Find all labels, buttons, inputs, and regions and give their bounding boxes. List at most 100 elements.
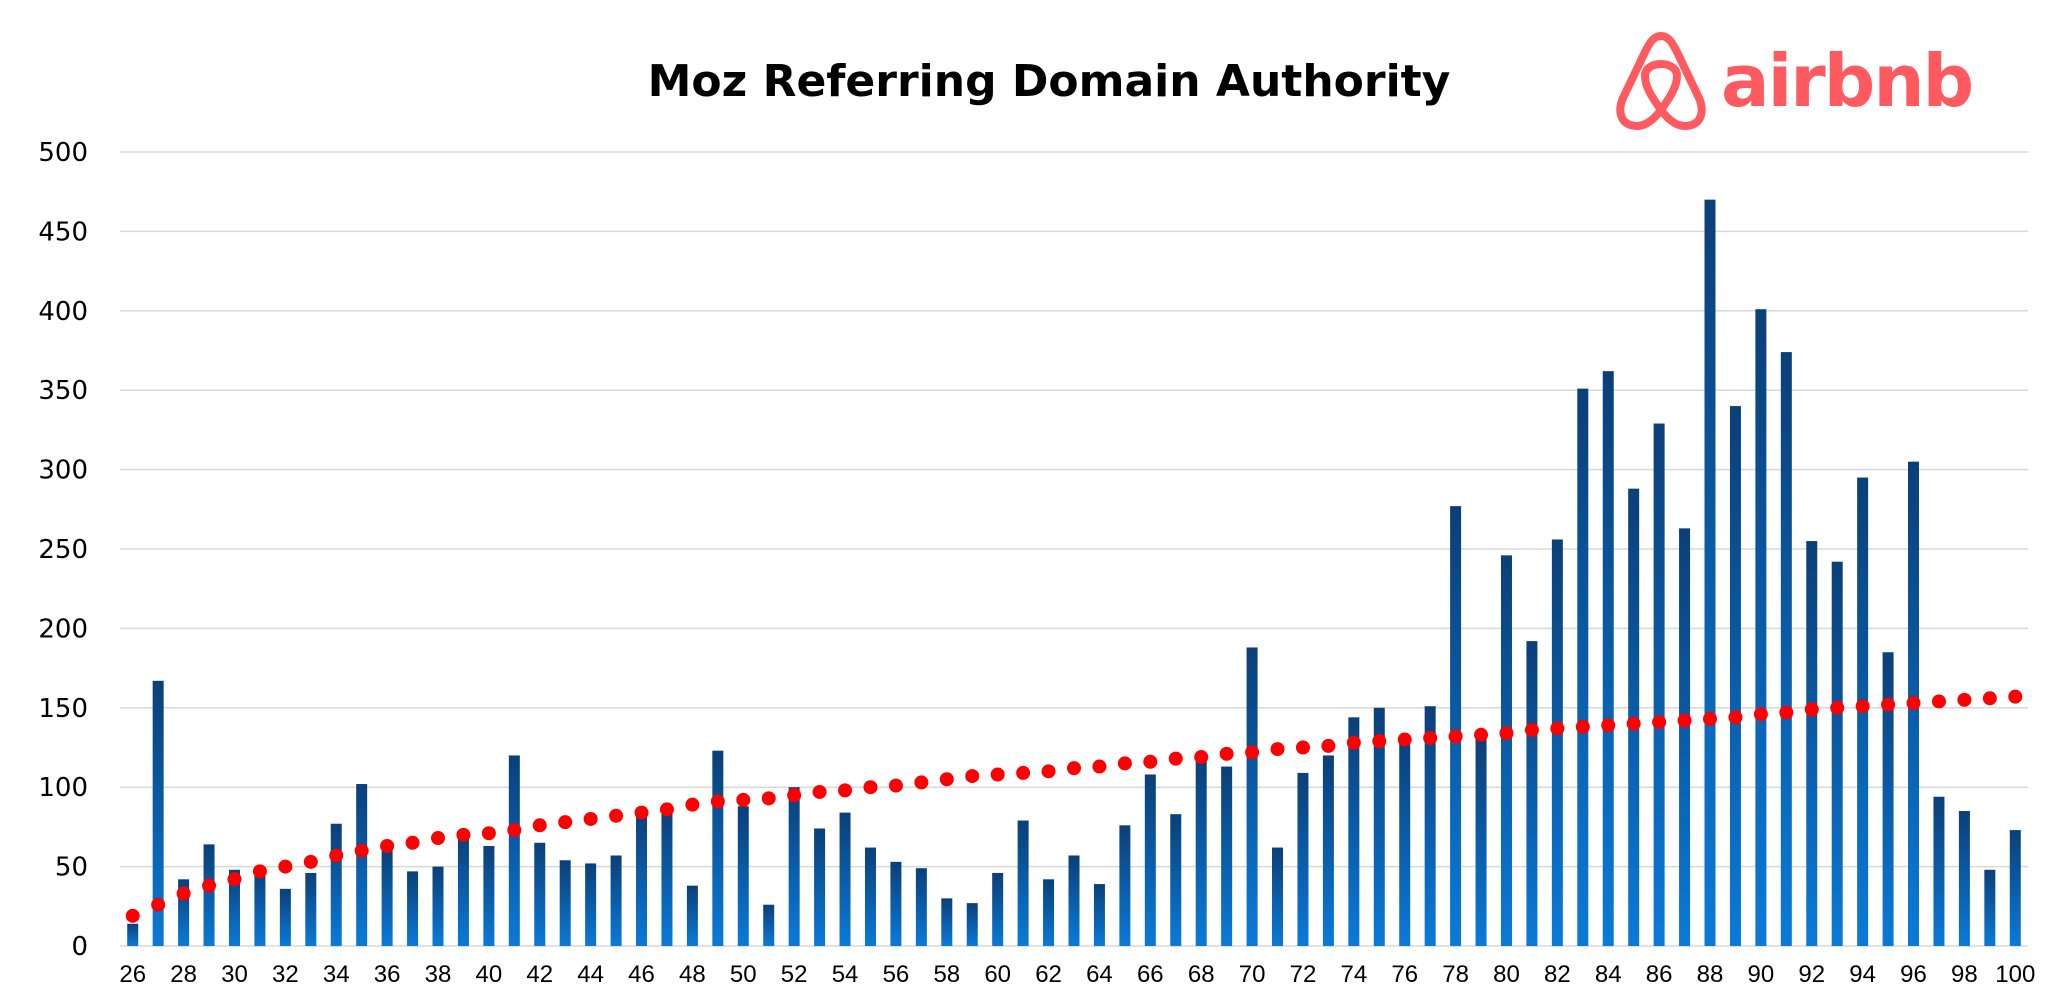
x-tick-label: 84 — [1595, 961, 1622, 988]
bar — [712, 750, 724, 946]
bar — [1933, 796, 1945, 946]
bar — [457, 831, 469, 946]
trend-dot — [176, 886, 191, 901]
bar — [686, 885, 698, 946]
bar — [1093, 884, 1105, 946]
y-tick-label: 150 — [38, 694, 88, 724]
bar — [483, 845, 495, 946]
y-tick-label: 200 — [38, 614, 88, 644]
bar — [636, 811, 648, 946]
trend-dot — [1982, 691, 1997, 706]
x-tick-label: 76 — [1391, 961, 1418, 988]
trend-dot — [1677, 713, 1692, 728]
trend-dot — [710, 794, 725, 809]
bar — [1755, 309, 1767, 946]
trend-dot — [1016, 765, 1031, 780]
bar — [1526, 641, 1538, 946]
trend-dot — [1906, 696, 1921, 711]
bar — [2009, 830, 2021, 946]
bar — [763, 904, 775, 946]
x-tick-label: 32 — [272, 961, 299, 988]
bar — [254, 868, 266, 946]
trend-dot — [1270, 742, 1285, 757]
bar — [585, 863, 597, 946]
trend-dot — [1957, 692, 1972, 707]
x-tick-label: 98 — [1951, 961, 1978, 988]
bar — [330, 823, 342, 946]
bar — [1780, 352, 1792, 946]
bar — [1500, 555, 1512, 946]
bar — [279, 888, 291, 946]
bar — [890, 861, 902, 946]
trend-dot — [583, 811, 598, 826]
bar — [1475, 737, 1487, 946]
trend-dot — [761, 791, 776, 806]
bar — [1272, 847, 1284, 946]
trend-dot — [1219, 746, 1234, 761]
trend-dot — [151, 897, 166, 912]
x-tick-label: 46 — [628, 961, 655, 988]
x-tick-label: 60 — [984, 961, 1011, 988]
bar — [559, 860, 571, 946]
bar — [203, 844, 215, 946]
x-tick-label: 28 — [170, 961, 197, 988]
y-tick-label: 350 — [38, 376, 88, 406]
trend-dot — [227, 872, 242, 887]
trend-dot — [685, 797, 700, 812]
trend-dot — [431, 831, 445, 846]
bar — [788, 787, 800, 946]
trend-dot — [125, 908, 140, 923]
trend-dot — [812, 784, 827, 799]
bar — [1297, 772, 1309, 946]
bar — [1322, 755, 1334, 946]
x-tick-label: 66 — [1137, 961, 1164, 988]
trend-dot — [1474, 727, 1489, 742]
trend-dot — [838, 783, 853, 798]
trend-dot — [1423, 730, 1438, 745]
bar — [1195, 757, 1207, 946]
x-tick-label: 70 — [1239, 961, 1266, 988]
x-tick-label: 82 — [1544, 961, 1571, 988]
trend-dot — [278, 859, 293, 874]
y-tick-label: 500 — [38, 138, 88, 168]
trend-dot — [252, 864, 267, 879]
bar — [661, 807, 673, 946]
trend-dot — [2008, 689, 2023, 704]
trend-dot — [863, 780, 878, 795]
bar — [127, 923, 139, 946]
x-tick-label: 36 — [374, 961, 401, 988]
trend-dot — [202, 878, 217, 893]
bar — [1602, 371, 1614, 946]
bar — [407, 871, 419, 946]
x-tick-label: 90 — [1748, 961, 1775, 988]
bar — [814, 828, 826, 946]
trend-dot — [1245, 745, 1260, 760]
trend-dot — [1703, 711, 1717, 726]
trend-dot — [532, 818, 547, 833]
bar — [1068, 855, 1080, 946]
trend-dot — [1499, 726, 1514, 741]
trend-dot — [1601, 718, 1616, 733]
bar — [915, 868, 927, 946]
x-tick-label: 64 — [1086, 961, 1113, 988]
bar — [1246, 647, 1258, 946]
bar — [432, 866, 444, 946]
x-tick-label: 30 — [221, 961, 248, 988]
y-tick-label: 300 — [38, 456, 88, 486]
bar — [508, 755, 520, 946]
trend-dot — [1779, 705, 1794, 720]
trend-dot — [1041, 764, 1056, 779]
trend-dot — [1143, 754, 1158, 769]
x-tick-label: 38 — [425, 961, 452, 988]
trend-dot — [456, 827, 471, 842]
trend-dot — [1372, 734, 1387, 749]
trend-dot — [1652, 715, 1667, 730]
trend-dot — [609, 808, 624, 823]
trend-dot — [939, 772, 954, 787]
bar — [1119, 825, 1131, 946]
trend-dot — [1931, 694, 1946, 709]
bar — [1551, 539, 1563, 946]
x-tick-label: 52 — [781, 961, 808, 988]
airbnb-belo-icon — [1616, 32, 1706, 130]
